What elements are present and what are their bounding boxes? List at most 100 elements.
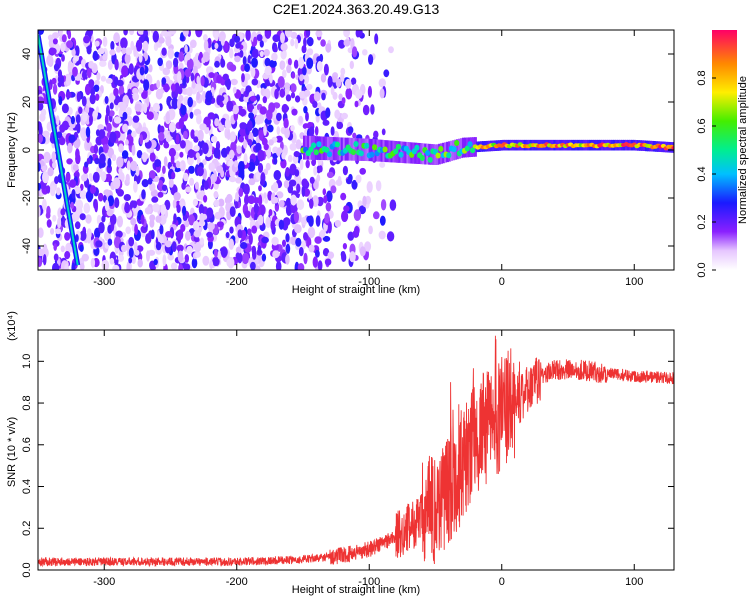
spectrogram-speckle bbox=[386, 231, 395, 242]
spectrogram-ytick-label: 20 bbox=[21, 96, 33, 108]
spectrogram-speckle bbox=[164, 240, 172, 248]
carrier-halo bbox=[456, 139, 459, 160]
spectrogram-speckle bbox=[149, 152, 156, 162]
spectrogram-speckle bbox=[65, 91, 72, 99]
spectrogram-speckle bbox=[347, 231, 355, 241]
spectrogram-speckle bbox=[98, 222, 105, 234]
carrier-halo bbox=[366, 138, 370, 162]
spectrogram-speckle bbox=[334, 220, 342, 228]
spectrogram-speckle bbox=[263, 143, 269, 151]
spectrogram-speckle bbox=[354, 225, 360, 236]
spectrogram-speckle bbox=[293, 59, 299, 69]
spectrogram-speckle bbox=[175, 134, 180, 145]
spectrogram-speckle bbox=[127, 88, 132, 100]
spectrogram-speckle bbox=[232, 86, 237, 94]
spectrogram-speckle bbox=[321, 92, 326, 101]
spectrogram-speckle bbox=[83, 202, 91, 214]
spectrogram-speckle bbox=[52, 38, 58, 45]
carrier-cell bbox=[446, 152, 452, 159]
spectrogram-speckle bbox=[344, 78, 352, 89]
spectrogram-speckle bbox=[226, 100, 234, 112]
spectrogram-speckle bbox=[81, 253, 90, 262]
spectrogram-speckle bbox=[41, 165, 47, 172]
spectrogram-speckle bbox=[53, 63, 60, 72]
spectrogram-speckle bbox=[285, 197, 292, 208]
spectrogram-speckle bbox=[180, 224, 186, 232]
spectrogram-speckle bbox=[287, 154, 293, 163]
carrier-halo bbox=[362, 138, 366, 161]
spectrogram-speckle bbox=[298, 246, 304, 257]
spectrogram-speckle bbox=[265, 162, 271, 171]
spectrogram-speckle bbox=[178, 117, 184, 130]
spectrogram-speckle bbox=[57, 69, 63, 79]
spectrogram-speckle bbox=[191, 257, 198, 269]
spectrogram-speckle bbox=[289, 143, 297, 151]
spectrogram-speckle bbox=[275, 260, 282, 270]
spectrogram-speckle bbox=[64, 251, 71, 260]
spectrogram-speckle bbox=[170, 154, 175, 165]
spectrogram-speckle bbox=[184, 254, 189, 263]
spectrogram-speckle bbox=[162, 254, 167, 267]
spectrogram-xlabel: Height of straight line (km) bbox=[292, 284, 420, 296]
spectrogram-speckle bbox=[155, 88, 163, 100]
spectrogram-speckle bbox=[132, 93, 140, 101]
spectrogram-speckle bbox=[131, 144, 136, 156]
carrier-cell bbox=[438, 145, 444, 152]
spectrogram-speckle bbox=[58, 30, 63, 37]
spectrogram-speckle bbox=[68, 134, 76, 143]
spectrogram-speckle bbox=[315, 215, 321, 227]
spectrogram-speckle bbox=[278, 200, 285, 208]
spectrogram-speckle bbox=[199, 212, 205, 225]
spectrogram-speckle bbox=[264, 57, 271, 67]
spectrogram-speckle bbox=[54, 176, 59, 185]
spectrogram-speckle bbox=[276, 112, 282, 122]
spectrogram-speckle bbox=[65, 242, 72, 254]
spectrogram-speckle bbox=[210, 135, 218, 143]
spectrogram-speckle bbox=[38, 248, 45, 257]
spectrogram-speckle bbox=[38, 227, 44, 238]
spectrogram-speckle bbox=[379, 88, 385, 99]
snr-ytick-label: 1.0 bbox=[21, 354, 33, 369]
spectrogram-speckle bbox=[251, 78, 259, 86]
spectrogram-speckle bbox=[182, 214, 188, 222]
spectrogram-speckle bbox=[335, 179, 343, 187]
spectrogram-speckle bbox=[165, 134, 172, 143]
spectrogram-speckle bbox=[229, 206, 236, 218]
spectrogram-speckle bbox=[113, 76, 119, 86]
spectrogram-speckle bbox=[155, 241, 162, 251]
spectrogram-speckle bbox=[168, 121, 176, 133]
snr-ytick-label: 0.4 bbox=[21, 479, 33, 494]
spectrogram-speckle bbox=[222, 73, 229, 81]
spectrogram-speckle bbox=[266, 218, 271, 225]
carrier-cell bbox=[313, 149, 319, 156]
spectrogram-speckle bbox=[280, 32, 285, 44]
spectrogram-speckle bbox=[259, 50, 264, 58]
spectrogram-speckle bbox=[245, 30, 251, 41]
spectrogram-speckle bbox=[240, 242, 248, 249]
carrier-cell bbox=[350, 149, 356, 156]
spectrogram-speckle bbox=[306, 57, 314, 69]
spectrogram-speckle bbox=[235, 42, 241, 49]
spectrogram-speckle bbox=[362, 195, 367, 208]
spectrogram-speckle bbox=[102, 36, 108, 47]
spectrogram-speckle bbox=[250, 261, 256, 270]
spectrogram-speckle bbox=[233, 35, 241, 43]
spectrogram-speckle bbox=[159, 125, 165, 134]
spectrogram-speckle bbox=[85, 214, 92, 224]
spectrogram-speckle bbox=[98, 192, 104, 202]
spectrogram-speckle bbox=[187, 96, 193, 108]
spectrogram-speckle bbox=[121, 150, 129, 159]
spectrogram-speckle bbox=[226, 258, 232, 267]
spectrogram-speckle bbox=[106, 209, 114, 217]
carrier-halo bbox=[360, 138, 364, 161]
carrier-cell bbox=[316, 141, 322, 148]
spectrogram-speckle bbox=[247, 195, 255, 205]
spectrogram-speckle bbox=[189, 111, 194, 119]
snr-xlabel: Height of straight line (km) bbox=[292, 584, 420, 596]
spectrogram-speckle bbox=[38, 62, 41, 70]
spectrogram-speckle bbox=[229, 149, 235, 160]
spectrogram-speckle bbox=[343, 205, 350, 213]
spectrogram-speckle bbox=[138, 87, 144, 95]
spectrogram-speckle bbox=[191, 80, 196, 89]
spectrogram-speckle bbox=[119, 102, 127, 112]
